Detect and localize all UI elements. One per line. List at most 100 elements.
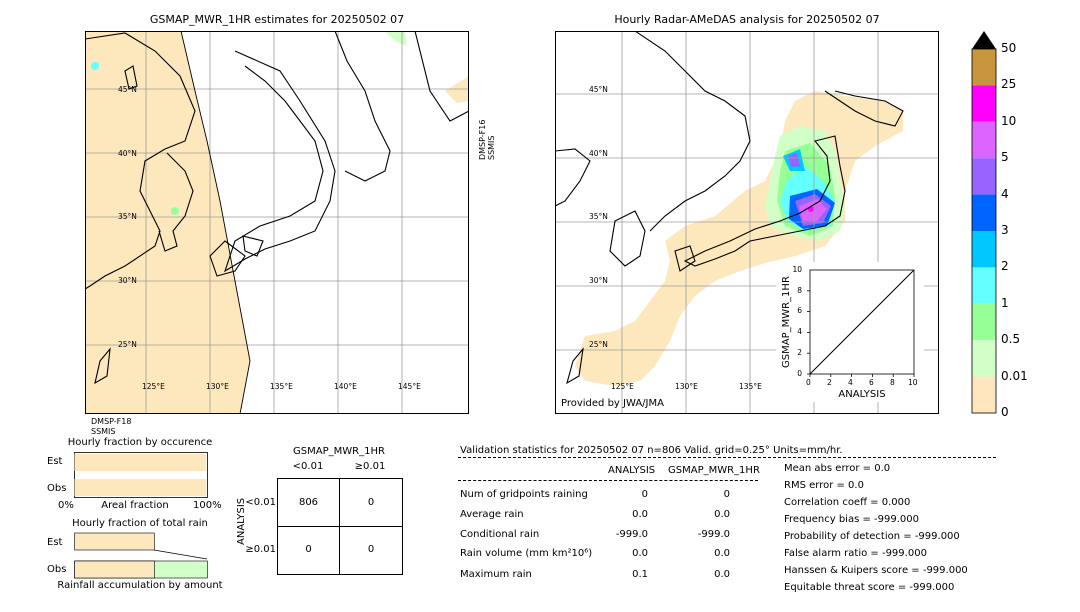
lon-label: 135°E — [739, 382, 762, 391]
stat-analysis-value: 0.0 — [632, 548, 648, 559]
row-label: Obs — [47, 483, 67, 494]
colorbar-segment — [972, 340, 996, 377]
colorbar-label: 0 — [1001, 405, 1009, 419]
colorbar-label: 5 — [1001, 150, 1009, 165]
stat-gsmap-value: 0 — [723, 489, 730, 500]
colorbar-label: 10 — [1001, 113, 1017, 128]
colorbar-segment — [972, 121, 996, 159]
col-label: <0.01 — [292, 461, 324, 472]
lon-label: 130°E — [675, 382, 698, 391]
bar-obs — [74, 560, 155, 579]
score-line: Mean abs error = 0.0 — [784, 463, 891, 474]
colorbar-segment — [972, 303, 996, 341]
lon-label: 125°E — [611, 382, 634, 391]
total-rain-chart — [74, 532, 208, 579]
inset-x-tick: 10 — [908, 378, 918, 387]
stat-gsmap-value: 0.0 — [714, 548, 730, 559]
inset-x-tick: 2 — [827, 378, 832, 387]
bar-est — [74, 532, 155, 551]
colorbar — [971, 31, 997, 414]
left-map — [85, 31, 469, 414]
contingency-title: GSMAP_MWR_1HR — [293, 446, 385, 457]
lat-label: 45°N — [118, 85, 137, 94]
inset-x-tick: 4 — [848, 378, 853, 387]
score-line: Frequency bias = -999.000 — [784, 514, 919, 525]
stats-col-divider — [458, 480, 758, 481]
table-cell: 806 — [298, 497, 319, 508]
satellite-label-bottom: DMSP-F18 SSMIS — [91, 417, 132, 436]
table-cell: 0 — [367, 544, 375, 555]
stat-label: Rain volume (mm km²10⁶) — [460, 548, 593, 559]
satellite-label-right: DMSP-F16 SSMIS — [478, 119, 496, 160]
contingency-grid: 806 0 0 0 — [277, 478, 403, 575]
inset-ylabel: GSMAP_MWR_1HR — [781, 276, 792, 368]
inset-scatter — [807, 269, 915, 377]
stats-col-analysis: ANALYSIS — [608, 465, 656, 476]
colorbar-segment — [972, 49, 996, 86]
colorbar-label: 3 — [1001, 223, 1009, 237]
stat-gsmap-value: 0.0 — [714, 509, 730, 520]
lat-label: 25°N — [589, 340, 608, 349]
table-cell: 0 — [305, 544, 312, 555]
left-map-title: GSMAP_MWR_1HR estimates for 20250502 07 — [149, 13, 405, 26]
colorbar-label: 50 — [1001, 41, 1017, 55]
lat-label: 30°N — [589, 276, 608, 285]
lat-label: 25°N — [118, 340, 137, 349]
lon-label: 135°E — [270, 382, 293, 391]
lon-label: 130°E — [206, 382, 229, 391]
right-map — [555, 31, 939, 414]
table-cell: 0 — [367, 497, 375, 508]
total-rain-title: Hourly fraction of total rain — [72, 518, 208, 529]
colorbar-segment — [972, 267, 996, 304]
colorbar-segment — [972, 376, 996, 413]
stat-gsmap-value: 0.0 — [714, 569, 730, 580]
stats-divider — [458, 457, 996, 458]
row-label: Est — [47, 456, 63, 467]
inset-x-tick: 6 — [869, 378, 874, 387]
tick-0pct: 0% — [58, 500, 74, 511]
colorbar-label: 25 — [1001, 77, 1017, 92]
colorbar-segment — [972, 231, 996, 268]
row-label: Obs — [47, 564, 67, 575]
swath-area-left — [85, 31, 250, 414]
row-label: ≥0.01 — [245, 544, 276, 555]
stats-header: Validation statistics for 20250502 07 n=… — [460, 445, 843, 456]
inset-y-tick: 2 — [797, 348, 802, 357]
stat-analysis-value: 0.1 — [632, 569, 648, 580]
lat-label: 30°N — [118, 276, 137, 285]
stat-label: Average rain — [460, 509, 524, 520]
lat-label: 40°N — [589, 149, 608, 158]
row-label: <0.01 — [245, 497, 276, 508]
lon-label: 140°E — [334, 382, 357, 391]
stat-label: Conditional rain — [460, 529, 540, 540]
colorbar-label: 2 — [1001, 259, 1009, 274]
occurrence-xlabel: Areal fraction — [101, 500, 169, 511]
inset-xlabel: ANALYSIS — [838, 389, 886, 400]
score-line: Hanssen & Kuipers score = -999.000 — [784, 565, 968, 576]
colorbar-label: 0.5 — [1001, 332, 1021, 347]
colorbar-segment — [972, 194, 996, 231]
inset-y-tick: 6 — [797, 306, 802, 315]
lat-label: 45°N — [589, 85, 608, 94]
bar-est — [74, 454, 207, 471]
total-rain-xlabel: Rainfall accumulation by amount — [57, 580, 223, 591]
score-line: RMS error = 0.0 — [784, 480, 864, 491]
lon-label: 125°E — [142, 382, 165, 391]
colorbar-segment — [972, 158, 996, 195]
stat-label: Num of gridpoints raining — [460, 489, 588, 500]
occurrence-title: Hourly fraction by occurence — [67, 437, 213, 448]
inset-y-tick: 10 — [792, 265, 802, 274]
lat-label: 35°N — [589, 212, 608, 221]
stat-label: Maximum rain — [460, 569, 532, 580]
bar-obs — [74, 479, 207, 496]
col-label: ≥0.01 — [354, 461, 386, 472]
score-line: Equitable threat score = -999.000 — [784, 582, 955, 593]
occurrence-chart — [74, 452, 208, 498]
tick-100pct: 100% — [193, 500, 222, 511]
stat-analysis-value: 0.0 — [632, 509, 648, 520]
lat-label: 40°N — [118, 149, 137, 158]
stats-col-gsmap: GSMAP_MWR_1HR — [668, 465, 760, 476]
colorbar-segment — [972, 85, 996, 122]
score-line: Probability of detection = -999.000 — [784, 531, 960, 542]
inset-y-tick: 8 — [797, 286, 802, 295]
